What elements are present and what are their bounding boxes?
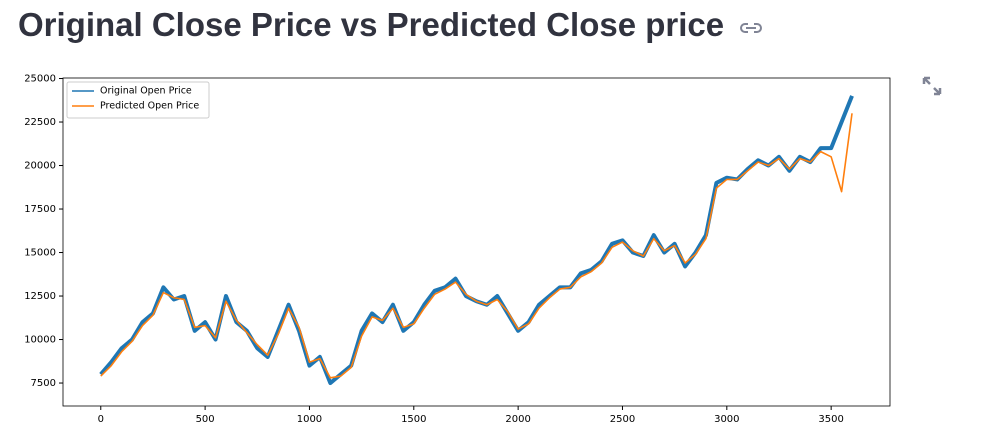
y-tick-label: 7500 xyxy=(31,378,56,389)
series-line xyxy=(100,113,853,379)
expand-icon[interactable] xyxy=(922,76,942,96)
series-line xyxy=(99,95,854,386)
x-tick-label: 3000 xyxy=(714,414,739,425)
x-tick-label: 3500 xyxy=(818,414,843,425)
x-tick-label: 1500 xyxy=(401,414,426,425)
y-tick-label: 20000 xyxy=(24,161,56,172)
x-tick-label: 2500 xyxy=(610,414,635,425)
plot-frame xyxy=(62,77,891,407)
legend-label: Predicted Open Price xyxy=(100,101,199,112)
x-tick-label: 2000 xyxy=(505,414,530,425)
legend-box xyxy=(66,81,210,119)
link-icon[interactable] xyxy=(739,20,763,36)
page-title: Original Close Price vs Predicted Close … xyxy=(18,6,763,44)
legend-label: Original Open Price xyxy=(100,86,192,97)
x-tick-label: 1000 xyxy=(297,414,322,425)
y-tick-label: 15000 xyxy=(24,248,56,259)
y-tick-label: 22500 xyxy=(24,117,56,128)
title-text: Original Close Price vs Predicted Close … xyxy=(18,6,725,43)
y-tick-label: 25000 xyxy=(24,74,56,85)
y-tick-label: 12500 xyxy=(24,291,56,302)
x-tick-label: 500 xyxy=(196,414,215,425)
legend: Original Open Price Predicted Open Price xyxy=(66,81,210,119)
x-tick-label: 0 xyxy=(98,414,104,425)
y-tick-label: 17500 xyxy=(24,204,56,215)
y-tick-label: 10000 xyxy=(24,335,56,346)
